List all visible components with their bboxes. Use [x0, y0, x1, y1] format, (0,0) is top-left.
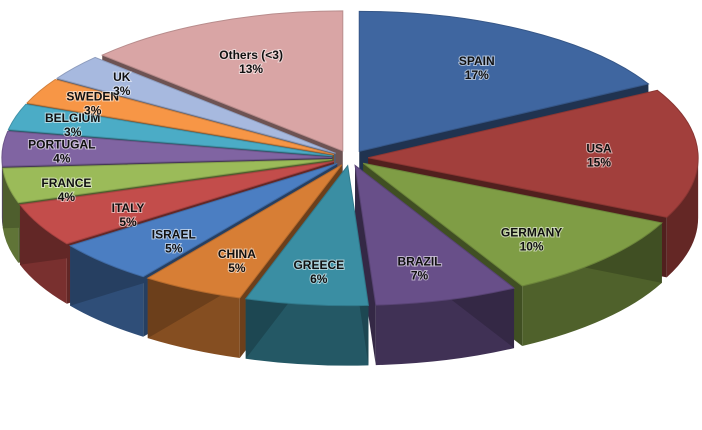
slice-value-brazil: 7%: [411, 269, 429, 283]
slice-label-belgium: BELGIUM: [45, 111, 100, 125]
slice-italy: [19, 161, 334, 245]
slice-sweden: [26, 78, 334, 155]
slice-value-greece: 6%: [310, 272, 328, 286]
slice-value-belgium: 3%: [64, 125, 82, 139]
slice-label-sweden: SWEDEN: [66, 89, 119, 103]
slice-value-china: 5%: [228, 261, 246, 275]
slice-tops-layer: [1, 10, 699, 307]
slice-spain: [358, 10, 650, 153]
slice-brazil: [354, 164, 516, 306]
slice-value-italy: 5%: [119, 215, 137, 229]
slice-label-spain: SPAIN: [459, 54, 495, 68]
slice-side-usa: [666, 157, 699, 278]
slice-value-portugal: 4%: [53, 151, 71, 165]
slice-greece: [244, 164, 370, 307]
slice-usa: [368, 89, 699, 218]
slice-value-france: 4%: [58, 190, 76, 204]
slice-value-sweden: 3%: [84, 103, 102, 117]
slice-label-portugal: PORTUGAL: [28, 137, 95, 151]
slice-label-uk: UK: [113, 70, 131, 84]
slice-germany: [362, 162, 663, 287]
slice-label-others-3: Others (<3): [219, 48, 283, 62]
slice-value-others-3: 13%: [239, 62, 263, 76]
slice-label-usa: USA: [586, 142, 612, 156]
slice-label-brazil: BRAZIL: [398, 255, 442, 269]
slice-israel: [68, 162, 338, 278]
slice-value-usa: 15%: [587, 156, 611, 170]
slice-value-uk: 3%: [113, 84, 131, 98]
slice-label-greece: GREECE: [293, 258, 344, 272]
slice-label-israel: ISRAEL: [152, 228, 196, 242]
slice-china: [146, 164, 343, 299]
slice-side-portugal: [1, 157, 3, 227]
slice-portugal: [1, 130, 332, 167]
slice-belgium: [7, 103, 333, 157]
slice-value-germany: 10%: [520, 239, 544, 253]
slice-label-france: FRANCE: [41, 176, 91, 190]
slice-france: [2, 158, 333, 204]
slice-wall-brazil-1: [355, 165, 376, 366]
slice-others-3: [100, 10, 344, 152]
slice-value-israel: 5%: [165, 242, 183, 256]
slice-value-spain: 17%: [465, 68, 489, 82]
slice-uk: [55, 56, 336, 154]
slice-label-china: CHINA: [218, 247, 256, 261]
slice-label-germany: GERMANY: [501, 225, 562, 239]
slice-label-italy: ITALY: [112, 201, 145, 215]
